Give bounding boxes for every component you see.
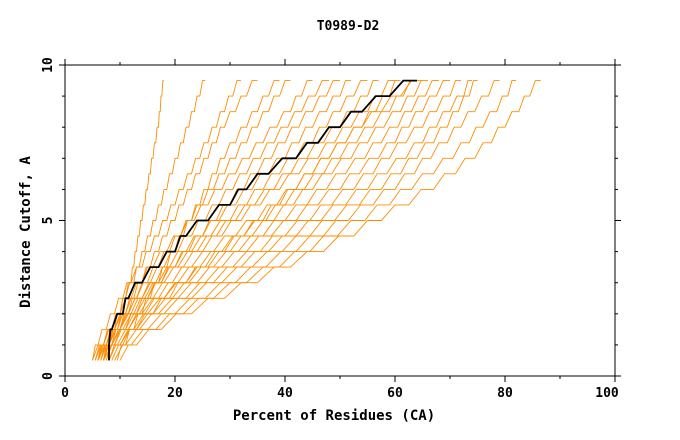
series-line-model-25 (108, 80, 423, 361)
highlight-series-line (108, 79, 417, 361)
chart-title: T0989-D2 (317, 19, 380, 34)
y-axis-label: Distance Cutoff, A (18, 156, 34, 308)
x-tick-label: 40 (277, 386, 293, 401)
y-tick-label: 0 (41, 372, 56, 380)
ticks-layer (59, 59, 621, 382)
series-layer (92, 80, 541, 361)
x-tick-label: 0 (61, 386, 69, 401)
x-tick-label: 80 (497, 386, 513, 401)
highlight-layer (108, 79, 417, 361)
series-line-model-3 (92, 80, 241, 361)
x-tick-label: 20 (167, 386, 183, 401)
series-line-model-24 (116, 80, 280, 361)
y-tick-label: 10 (41, 57, 56, 73)
x-tick-label: 60 (387, 386, 403, 401)
series-line-model-23 (119, 80, 541, 361)
x-tick-label: 100 (595, 386, 619, 401)
y-tick-label: 5 (41, 217, 56, 225)
x-axis-label: Percent of Residues (CA) (233, 408, 435, 424)
